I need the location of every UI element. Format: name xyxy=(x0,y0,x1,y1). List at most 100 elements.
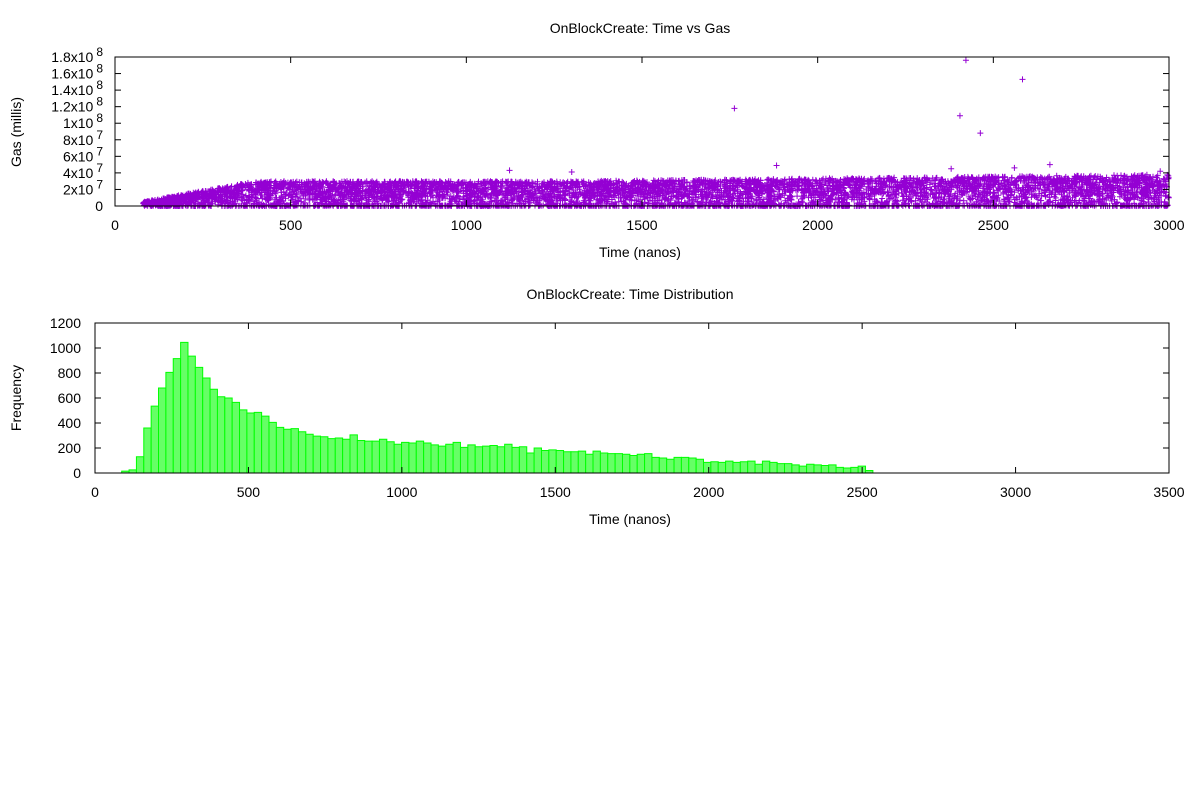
histogram-bar xyxy=(658,457,668,474)
histogram-bar xyxy=(563,451,572,474)
scatter-outlier-point xyxy=(962,57,969,64)
histogram-bar xyxy=(239,409,248,474)
scatter-y-tick-label: 2x10 7 xyxy=(63,177,103,197)
histogram-bar xyxy=(835,466,844,474)
histogram-bar xyxy=(761,460,771,474)
scatter-x-tick-label: 2500 xyxy=(978,217,1009,233)
histogram-bar xyxy=(415,440,425,474)
histogram-bar xyxy=(518,446,528,474)
scatter-outlier-point xyxy=(956,112,963,119)
histogram-y-tick-label: 600 xyxy=(58,390,82,406)
histogram-bar xyxy=(673,456,682,474)
histogram-y-tick-label: 1000 xyxy=(50,340,81,356)
histogram-bar xyxy=(636,453,646,474)
histogram-bar xyxy=(135,456,145,474)
histogram-bar xyxy=(172,358,182,474)
scatter-y-tick-label: 1.8x10 8 xyxy=(51,45,103,65)
histogram-y-tick-label: 200 xyxy=(58,440,82,456)
scatter-y-tick-label: 1x10 8 xyxy=(63,111,103,131)
histogram-bar xyxy=(371,440,380,474)
histogram-x-tick-label: 1500 xyxy=(540,484,571,500)
histogram-bar xyxy=(607,453,616,474)
histogram-bar xyxy=(621,453,631,474)
histogram-y-tick-label: 400 xyxy=(58,415,82,431)
scatter-chart: OnBlockCreate: Time vs Gas 0 500 1000 1500 2… xyxy=(8,20,1185,260)
histogram-bar xyxy=(489,445,498,474)
histogram-x-tick-label: 500 xyxy=(237,484,261,500)
scatter-x-tick-label: 1500 xyxy=(626,217,657,233)
histogram-bar xyxy=(511,446,520,474)
histogram-x-tick-label: 3000 xyxy=(1000,484,1031,500)
histogram-bar xyxy=(356,440,366,474)
histogram-bar xyxy=(732,461,741,474)
histogram-chart: OnBlockCreate: Time Distribution 0 500 100… xyxy=(8,286,1185,527)
histogram-bar xyxy=(209,388,218,474)
histogram-bar xyxy=(820,465,830,474)
histogram-bar xyxy=(828,464,837,474)
histogram-bar xyxy=(180,341,189,474)
histogram-bar xyxy=(784,463,793,474)
histogram-bar xyxy=(747,460,756,474)
scatter-outlier-point xyxy=(948,165,955,172)
scatter-x-tick-label: 0 xyxy=(111,217,119,233)
histogram-bar xyxy=(577,450,587,474)
histogram-bar xyxy=(165,371,174,474)
histogram-bar xyxy=(702,461,712,474)
histogram-x-tick-label: 0 xyxy=(91,484,99,500)
histogram-bar xyxy=(776,463,786,474)
histogram-bar xyxy=(401,441,410,474)
histogram-y-axis-label: Frequency xyxy=(8,365,24,431)
histogram-bar xyxy=(599,452,609,474)
histogram-x-tick-label: 3500 xyxy=(1153,484,1184,500)
scatter-y-tick-label: 1.2x10 8 xyxy=(51,95,103,115)
scatter-outlier-point xyxy=(1011,164,1018,171)
histogram-bar xyxy=(850,466,859,474)
histogram-bar xyxy=(739,461,749,474)
histogram-bar xyxy=(474,446,484,474)
histogram-bar xyxy=(187,355,196,474)
histogram-bar xyxy=(290,428,299,474)
scatter-y-tick-label: 0 xyxy=(95,198,103,214)
histogram-x-ticks: 0 500 1000 1500 2000 2500 3000 3500 xyxy=(91,323,1185,500)
scatter-x-ticks: 0 500 1000 1500 2000 2500 3000 xyxy=(111,57,1185,233)
scatter-x-tick-label: 2000 xyxy=(802,217,833,233)
histogram-title: OnBlockCreate: Time Distribution xyxy=(527,286,734,302)
histogram-bar xyxy=(150,405,160,474)
histogram-bar xyxy=(614,453,623,474)
histogram-x-axis-label: Time (nanos) xyxy=(589,511,671,527)
histogram-bar xyxy=(555,450,565,474)
histogram-bar xyxy=(275,426,285,474)
histogram-bar xyxy=(717,461,727,474)
scatter-outlier-point xyxy=(773,162,780,169)
histogram-y-tick-label: 800 xyxy=(58,365,82,381)
histogram-bar xyxy=(231,401,241,474)
histogram-bar xyxy=(651,456,660,474)
histogram-bar xyxy=(496,446,506,474)
histogram-bar xyxy=(194,366,204,474)
histogram-bar xyxy=(386,441,395,474)
histogram-y-tick-label: 0 xyxy=(73,465,81,481)
histogram-bar xyxy=(430,444,439,474)
histogram-bar xyxy=(798,465,808,474)
histogram-bar xyxy=(592,450,601,474)
scatter-outlier-point xyxy=(1157,168,1164,175)
histogram-bar xyxy=(320,436,329,474)
histogram-bar xyxy=(467,444,476,474)
histogram-bar xyxy=(437,445,447,474)
histogram-bar xyxy=(570,451,579,474)
scatter-outlier-point xyxy=(506,167,513,174)
histogram-bar xyxy=(688,457,697,474)
scatter-y-tick-label: 4x10 7 xyxy=(63,161,103,181)
histogram-bar xyxy=(695,458,704,474)
scatter-x-tick-label: 3000 xyxy=(1153,217,1184,233)
histogram-bar xyxy=(283,428,292,474)
histogram-bar xyxy=(459,446,469,474)
histogram-bars xyxy=(121,341,874,474)
histogram-bar xyxy=(806,463,815,474)
histogram-bar xyxy=(246,412,255,474)
histogram-bar xyxy=(445,443,454,474)
histogram-bar xyxy=(202,377,211,474)
histogram-bar xyxy=(482,445,491,474)
scatter-y-tick-label: 1.6x10 8 xyxy=(51,62,103,82)
